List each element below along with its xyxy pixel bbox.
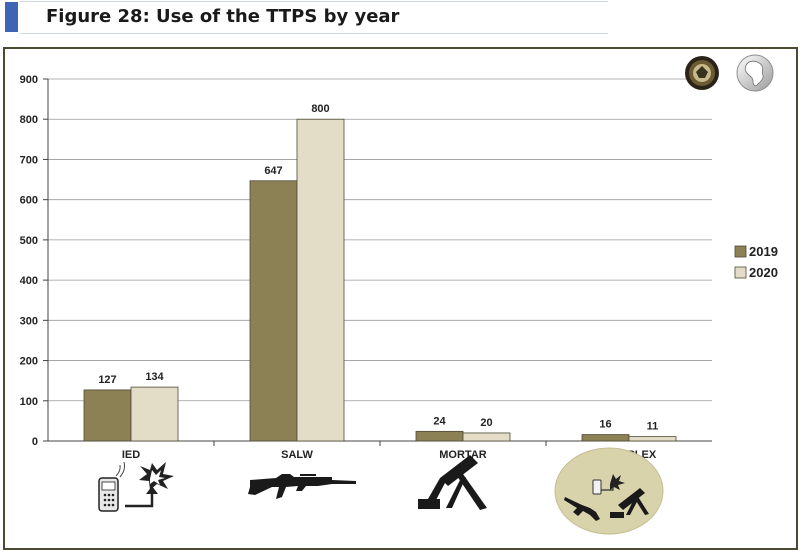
bar-ied-2020 — [130, 386, 179, 442]
bar-mortar-2020 — [462, 432, 511, 442]
data-label: 20 — [480, 417, 492, 429]
header-rule-bottom — [20, 33, 608, 34]
bar-layer — [83, 118, 677, 442]
bar-ied-2019 — [83, 389, 132, 442]
y-tick-label: 100 — [20, 396, 38, 408]
data-label: 24 — [433, 415, 446, 427]
y-tick-label: 0 — [32, 436, 38, 448]
data-label: 800 — [311, 103, 329, 115]
y-tick-label: 800 — [20, 114, 38, 126]
x-category-label: MORTAR — [439, 449, 487, 461]
data-label: 11 — [647, 421, 659, 433]
grid-layer — [48, 78, 712, 402]
complex-attack-icon — [554, 447, 664, 535]
y-tick-label: 300 — [20, 315, 38, 327]
x-category-label: IED — [122, 449, 140, 461]
data-label: 127 — [98, 374, 116, 386]
bar-salw-2019 — [249, 180, 298, 442]
ied-phone-detonator-icon — [98, 461, 174, 512]
legend-swatch-2019 — [734, 245, 747, 258]
y-tick-label: 900 — [20, 74, 38, 86]
y-tick-label: 700 — [20, 154, 38, 166]
figure-header: Figure 28: Use of the TTPS by year — [0, 0, 610, 34]
mortar-icon — [418, 455, 487, 510]
y-tick-label: 400 — [20, 275, 38, 287]
legend-label: 2020 — [749, 265, 778, 280]
header-rule-top — [20, 1, 608, 2]
africa-map-logo-icon — [736, 54, 774, 92]
bar-complex-2019 — [581, 434, 630, 442]
legend: 2019 2020 — [734, 244, 778, 280]
legend-label: 2019 — [749, 244, 778, 259]
x-category-label: SALW — [281, 449, 313, 461]
header-accent-bar — [5, 2, 18, 32]
bar-complex-2020 — [628, 436, 677, 442]
data-label-layer: 127 134 647 800 24 20 16 11 — [98, 103, 658, 432]
bar-salw-2020 — [296, 118, 345, 442]
y-tick-label: 600 — [20, 195, 38, 207]
y-tick-label: 500 — [20, 235, 38, 247]
bar-mortar-2019 — [415, 430, 464, 442]
axis-layer: 0 100 200 300 400 500 600 700 800 900 IED SALW MORTA… — [20, 74, 712, 461]
logo-seal-icon — [685, 56, 719, 90]
data-label: 647 — [264, 165, 282, 177]
y-tick-label: 200 — [20, 356, 38, 368]
legend-swatch-2020 — [734, 266, 747, 279]
figure-title: Figure 28: Use of the TTPS by year — [46, 6, 400, 27]
data-label: 134 — [145, 371, 164, 383]
data-label: 16 — [599, 419, 611, 431]
chart-frame — [3, 47, 798, 550]
salw-rifle-icon — [248, 474, 356, 499]
